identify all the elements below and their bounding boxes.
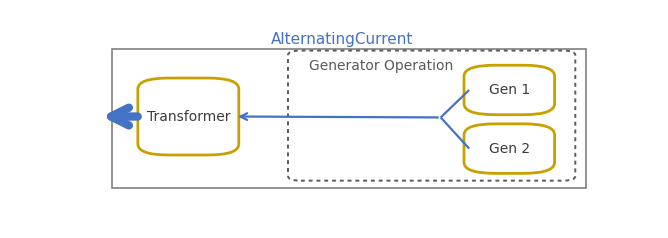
Text: Transformer: Transformer (146, 109, 230, 124)
Text: AlternatingCurrent: AlternatingCurrent (271, 32, 413, 47)
Text: Gen 2: Gen 2 (489, 142, 530, 156)
Text: Gen 1: Gen 1 (489, 83, 530, 97)
FancyBboxPatch shape (464, 65, 554, 115)
FancyBboxPatch shape (138, 78, 239, 155)
FancyBboxPatch shape (112, 49, 586, 188)
FancyBboxPatch shape (464, 124, 554, 173)
Text: Generator Operation: Generator Operation (309, 59, 453, 73)
